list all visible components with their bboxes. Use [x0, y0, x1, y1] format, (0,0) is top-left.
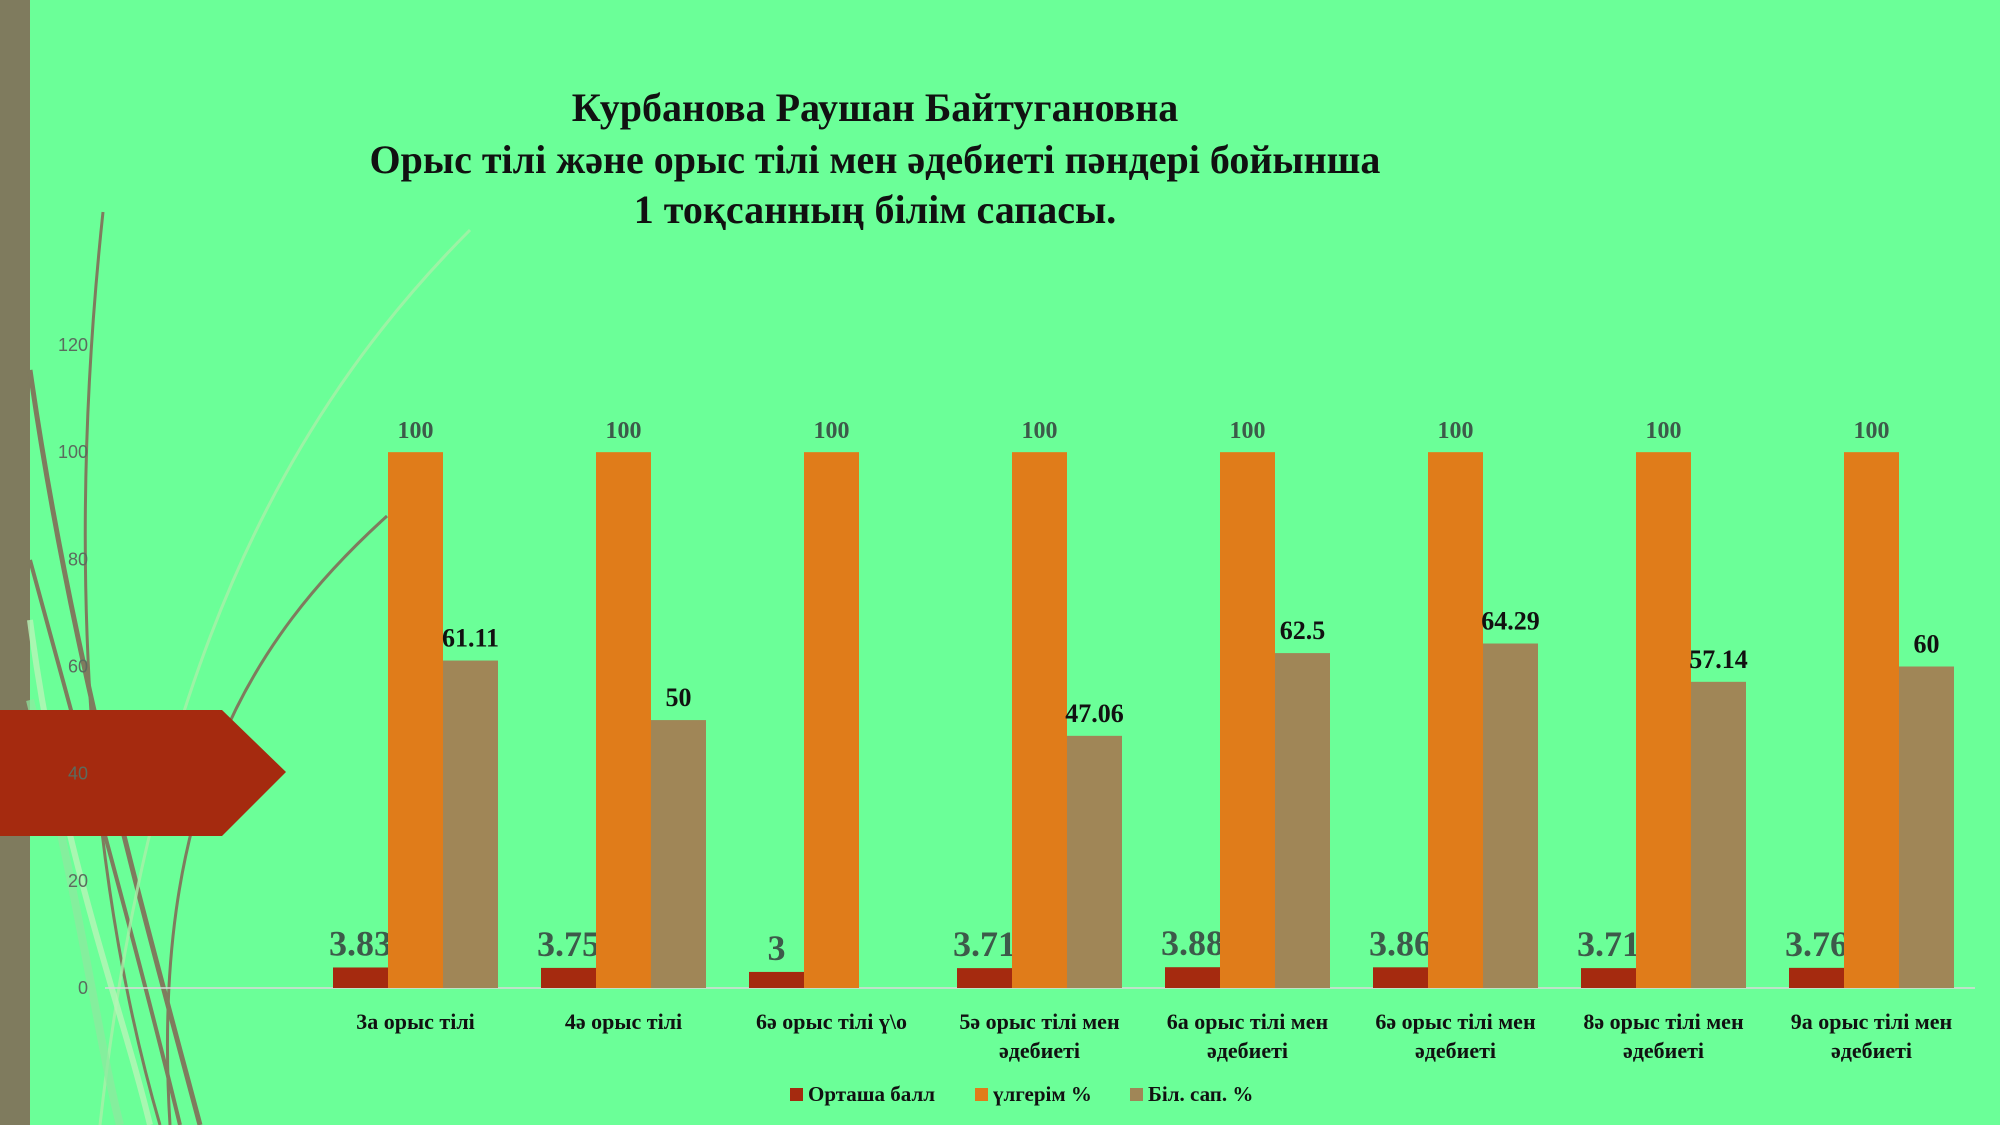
x-tick-label: 9а орыс тілі мен — [1791, 1009, 1953, 1034]
y-tick-label: 100 — [58, 442, 88, 462]
bar-1 — [1165, 967, 1220, 988]
data-label: 60 — [1914, 630, 1940, 659]
x-tick-label: әдебиеті — [999, 1038, 1080, 1063]
bar-2 — [596, 452, 651, 989]
x-tick-label: әдебиеті — [1831, 1038, 1912, 1063]
x-tick-label: 6ә орыс тілі ү\о — [756, 1009, 907, 1034]
left-vertical-bar — [0, 0, 30, 1125]
bar-1 — [1581, 968, 1636, 988]
y-tick-label: 80 — [68, 549, 88, 569]
bar-3 — [651, 720, 706, 988]
data-label: 3.83 — [329, 923, 392, 963]
data-label: 50 — [666, 683, 692, 712]
x-tick-label: 6а орыс тілі мен — [1167, 1009, 1329, 1034]
data-label: 57.14 — [1689, 645, 1748, 674]
bar-1 — [333, 967, 388, 988]
title-line-3: 1 тоқсанның білім сапасы. — [633, 187, 1117, 232]
y-tick-label: 0 — [78, 978, 88, 998]
bar-1 — [1373, 967, 1428, 988]
x-tick-label: 3а орыс тілі — [356, 1009, 475, 1034]
data-label: 3.88 — [1161, 923, 1224, 963]
title-line-1: Курбанова Раушан Байтугановна — [571, 85, 1179, 130]
data-label: 100 — [1230, 418, 1266, 444]
x-tick-label: 4ә орыс тілі — [565, 1009, 682, 1034]
bar-1 — [1789, 967, 1844, 988]
legend-label: Орташа балл — [808, 1082, 935, 1106]
y-tick-label: 40 — [68, 764, 88, 784]
data-label: 62.5 — [1280, 616, 1326, 645]
bar-3 — [443, 660, 498, 988]
legend-swatch — [1130, 1088, 1143, 1101]
bar-1 — [749, 971, 804, 988]
bar-2 — [1636, 452, 1691, 989]
legend-label: Біл. сап. % — [1148, 1082, 1253, 1106]
y-tick-label: 60 — [68, 657, 88, 677]
arrow-shape — [0, 710, 286, 836]
bar-1 — [957, 968, 1012, 988]
y-tick-label: 120 — [58, 335, 88, 355]
legend-swatch — [975, 1088, 988, 1101]
bar-3 — [1899, 666, 1954, 988]
x-tick-label: 8ә орыс тілі мен — [1583, 1009, 1744, 1034]
bar-1 — [541, 967, 596, 988]
y-tick-label: 20 — [68, 871, 88, 891]
x-tick-label: 6ә орыс тілі мен — [1375, 1009, 1536, 1034]
bar-2 — [388, 452, 443, 989]
data-label: 3.71 — [1577, 924, 1640, 964]
data-label: 100 — [398, 418, 434, 444]
data-label: 100 — [1646, 418, 1682, 444]
data-label: 3.76 — [1785, 924, 1848, 964]
curve-3 — [28, 559, 182, 1125]
x-tick-label: әдебиеті — [1415, 1038, 1496, 1063]
data-label: 3.71 — [953, 924, 1016, 964]
bar-2 — [1844, 452, 1899, 989]
data-label: 61.11 — [442, 624, 499, 653]
data-label: 100 — [1854, 418, 1890, 444]
bar-3 — [1275, 653, 1330, 988]
bar-2 — [1428, 452, 1483, 989]
title-line-2: Орыс тілі және орыс тілі мен әдебиеті пә… — [369, 137, 1381, 182]
bar-2 — [804, 452, 859, 989]
x-tick-label: әдебиеті — [1207, 1038, 1288, 1063]
legend-label: үлгерім % — [993, 1082, 1092, 1106]
data-label: 3.75 — [537, 924, 600, 964]
bar-2 — [1220, 452, 1275, 989]
data-label: 3.86 — [1369, 923, 1432, 963]
data-label: 47.06 — [1065, 699, 1124, 728]
data-label: 100 — [1438, 418, 1474, 444]
data-label: 3 — [768, 928, 786, 968]
data-label: 100 — [1022, 418, 1058, 444]
bar-3 — [1067, 735, 1122, 988]
bar-3 — [1691, 681, 1746, 988]
data-label: 100 — [606, 418, 642, 444]
x-tick-label: әдебиеті — [1623, 1038, 1704, 1063]
data-label: 64.29 — [1481, 607, 1540, 636]
x-tick-label: 5ә орыс тілі мен — [959, 1009, 1120, 1034]
bar-3 — [1483, 643, 1538, 988]
bar-2 — [1012, 452, 1067, 989]
data-label: 100 — [814, 418, 850, 444]
legend-swatch — [790, 1088, 803, 1101]
curve-5 — [98, 228, 472, 1125]
